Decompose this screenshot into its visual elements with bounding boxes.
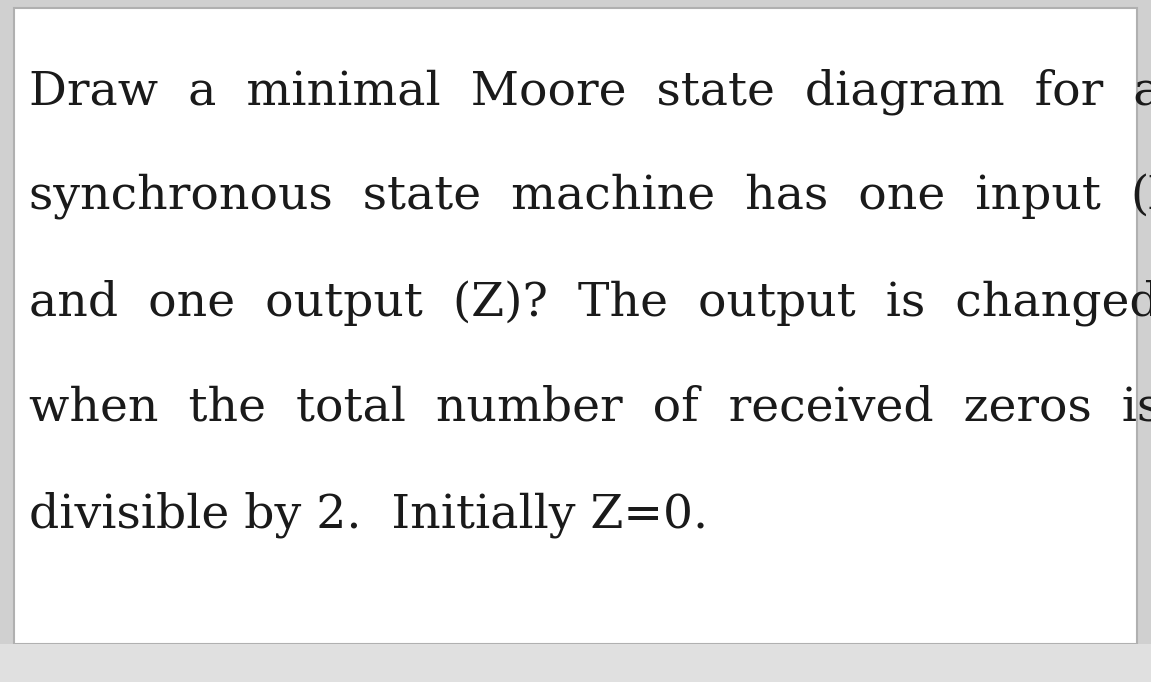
Text: Draw  a  minimal  Moore  state  diagram  for  a: Draw a minimal Moore state diagram for a [29, 68, 1151, 115]
Text: and  one  output  (Z)?  The  output  is  changed: and one output (Z)? The output is change… [29, 280, 1151, 326]
Text: synchronous  state  machine  has  one  input  (X): synchronous state machine has one input … [29, 174, 1151, 220]
Text: divisible by 2.  Initially Z=0.: divisible by 2. Initially Z=0. [29, 491, 708, 537]
Bar [0, 644, 1151, 682]
Text: when  the  total  number  of  received  zeros  is: when the total number of received zeros … [29, 385, 1151, 430]
